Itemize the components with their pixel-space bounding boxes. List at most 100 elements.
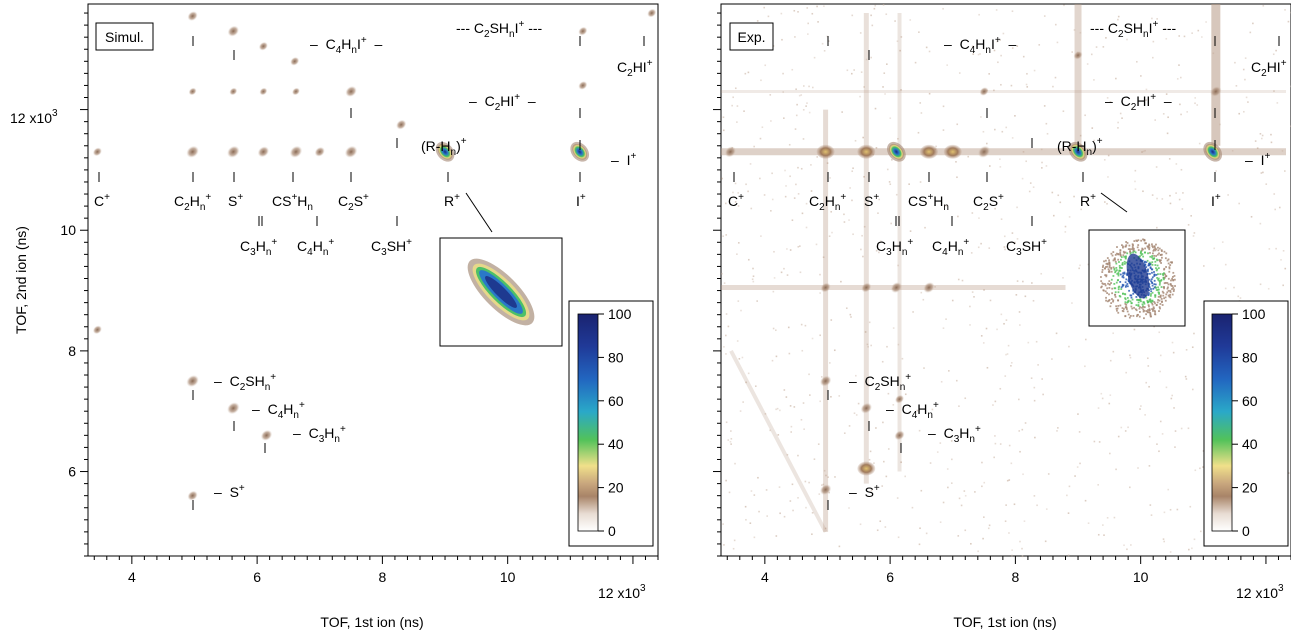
y-tick-label: 6	[68, 464, 76, 480]
coincidence-island	[857, 461, 876, 476]
colorbar-tick-label: 20	[608, 480, 624, 496]
colorbar-tick-label: 60	[608, 393, 624, 409]
plot-frame	[87, 3, 659, 557]
ion-label: – C2HI+ –	[1105, 92, 1172, 113]
x-axis-label: TOF, 1st ion (ns)	[320, 614, 423, 630]
ion-label: C3Hn+	[240, 237, 277, 258]
panel-label: Simul.	[105, 29, 144, 45]
coincidence-island	[186, 145, 199, 158]
ion-label: – I+	[611, 151, 636, 168]
ion-label: R+	[1080, 192, 1096, 209]
coincidence-island	[578, 81, 588, 90]
colorbar-tick-label: 40	[608, 436, 624, 452]
ion-label: (R-Hn)+	[1057, 136, 1103, 158]
coincidence-island	[344, 145, 358, 158]
panel-experiment: 4 6 8 10 Exp. TOF, 1st ion (ns) 12 x103 C+ …	[713, 3, 1291, 630]
coincidence-island	[1210, 86, 1222, 97]
ion-label: C2S+	[338, 192, 369, 213]
x-exponent-label: 12 x103	[1236, 583, 1284, 601]
ion-label: I+	[576, 192, 586, 209]
ion-label: CS+Hn	[272, 192, 313, 213]
ion-label: – C4Hn+	[252, 400, 305, 421]
axis-ticks: 4 6 8 10	[713, 12, 1291, 585]
coincidence-island	[724, 146, 737, 158]
coincidence-island	[979, 87, 989, 96]
colorbar-tick-label: 60	[1242, 393, 1258, 409]
ion-label: R+	[444, 192, 460, 209]
ion-label: – C4Hn+	[886, 400, 939, 421]
coincidence-island	[861, 282, 872, 293]
colorbar-tick-label: 0	[608, 523, 616, 539]
ion-label: C+	[94, 192, 110, 209]
y-tick-label: 10	[60, 222, 76, 238]
axis-ticks: 4 6 8 10 6 8 10	[60, 12, 659, 585]
coincidence-island	[227, 402, 240, 415]
ion-label: – C2HI+ –	[469, 92, 536, 113]
coincidence-island	[894, 430, 905, 441]
colorbar: 0 20 40 60 80 100	[568, 300, 654, 547]
coincidence-island	[289, 145, 303, 158]
coincidence-island	[258, 41, 268, 51]
peak-markers	[98, 36, 645, 510]
x-tick-label: 4	[128, 569, 136, 585]
ion-label: C4Hn+	[297, 237, 334, 258]
ion-label: – C3Hn+	[928, 424, 981, 445]
ion-label: C+	[728, 192, 744, 209]
coincidence-island	[314, 146, 325, 157]
x-exponent-label: 12 x103	[598, 583, 646, 601]
coincidence-island	[92, 325, 102, 335]
ion-label: – I+	[1245, 151, 1270, 168]
colorbar-tick-label: 80	[608, 349, 624, 365]
coincidence-island	[857, 144, 876, 159]
colorbar-tick-label: 20	[1242, 480, 1258, 496]
coincidence-island	[227, 25, 239, 37]
colorbar-tick-label: 100	[608, 306, 632, 322]
ion-label: CS+Hn	[908, 192, 949, 213]
x-axis-label: TOF, 1st ion (ns)	[953, 614, 1056, 630]
colorbar-tick-label: 100	[1242, 306, 1266, 322]
coincidence-island	[1203, 141, 1223, 162]
coincidence-island	[895, 394, 905, 404]
coincidence-island	[890, 282, 903, 293]
coincidence-island	[578, 26, 588, 36]
ion-label: S+	[228, 192, 243, 209]
coincidence-island	[977, 145, 991, 158]
coincidence-island	[187, 490, 198, 501]
coincidence-island	[345, 86, 357, 97]
coincidence-island	[647, 8, 657, 18]
coincidence-island	[570, 141, 590, 162]
coincidence-island	[860, 402, 872, 414]
ion-label: C3Hn+	[876, 237, 913, 258]
peak-markers	[733, 36, 1280, 510]
ion-label: C3SH+	[1006, 237, 1047, 258]
ion-label: – C2SHn+	[849, 372, 911, 393]
ion-label: – S+	[214, 483, 245, 500]
coincidence-island	[816, 144, 835, 159]
coincidence-island	[229, 87, 238, 96]
x-tick-label: 10	[1133, 569, 1149, 585]
ion-label: – S+	[849, 483, 880, 500]
ion-label: C2Hn+	[174, 192, 211, 213]
ion-label: – C2SHn+	[214, 372, 276, 393]
coincidence-island	[1073, 50, 1083, 60]
ion-label: C2S+	[973, 192, 1004, 213]
ion-label: – C3Hn+	[293, 424, 346, 445]
panel-simulation: 4 6 8 10 6 8 10 Simul. TOF, 1st ion (ns) TOF, …	[10, 3, 659, 630]
coincidence-island	[257, 146, 270, 158]
colorbar-tick-label: 40	[1242, 436, 1258, 452]
y-exponent-label: 12 x103	[10, 108, 58, 126]
coincidence-islands	[92, 8, 657, 501]
ion-label: – C4HnI+ –	[310, 35, 382, 56]
coincidence-island	[292, 87, 300, 96]
zoom-inset	[439, 237, 563, 347]
x-tick-label: 6	[253, 569, 261, 585]
coincidence-island	[819, 375, 832, 387]
ion-label: --- C2SHnI+ ---	[1090, 19, 1177, 40]
ion-label: (R-Hn)+	[421, 136, 467, 158]
colorbar-tick-label: 0	[1242, 523, 1250, 539]
coincidence-island	[887, 141, 906, 162]
zoom-inset	[1088, 229, 1186, 327]
coincidence-island	[260, 429, 273, 441]
coincidence-island	[92, 147, 102, 157]
